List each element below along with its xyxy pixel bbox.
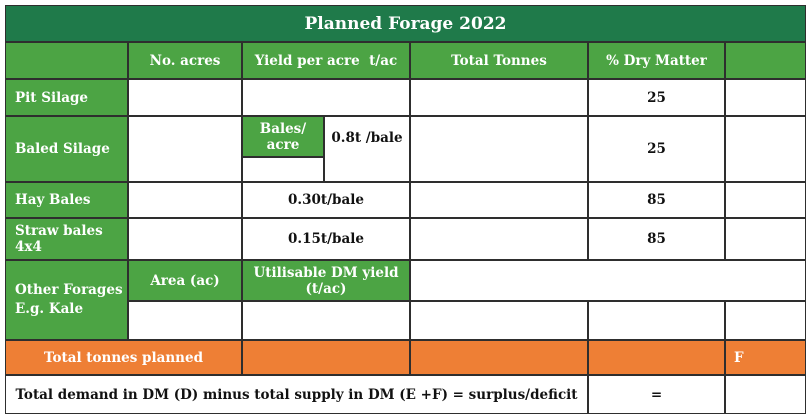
header-yield-per-acre: Yield per acre t/ac	[242, 42, 410, 79]
surplus-deficit-result-cell[interactable]	[725, 375, 806, 414]
other-forages-area-input[interactable]	[128, 301, 242, 340]
total-tonnes-cell[interactable]	[410, 340, 588, 375]
pit-silage-yield-cell[interactable]	[242, 79, 410, 116]
other-forages-blank-cell	[410, 260, 806, 301]
total-yield-cell	[242, 340, 410, 375]
other-forages-extra-cell[interactable]	[725, 301, 806, 340]
baled-silage-tonnes-cell[interactable]	[410, 116, 588, 182]
row-label-baled-silage: Baled Silage	[5, 116, 128, 182]
row-label-pit-silage: Pit Silage	[5, 79, 128, 116]
straw-bales-dry-matter: 85	[588, 218, 725, 260]
header-total-tonnes: Total Tonnes	[410, 42, 588, 79]
header-empty-cell	[725, 42, 806, 79]
header-corner-cell	[5, 42, 128, 79]
other-forages-dm-yield-input[interactable]	[242, 301, 410, 340]
pit-silage-extra-cell[interactable]	[725, 79, 806, 116]
total-dry-matter-cell	[588, 340, 725, 375]
row-label-other-forages: Other Forages E.g. Kale	[5, 260, 128, 340]
other-forages-tonnes-cell[interactable]	[410, 301, 588, 340]
pit-silage-tonnes-cell[interactable]	[410, 79, 588, 116]
straw-bales-extra-cell[interactable]	[725, 218, 806, 260]
baled-silage-dry-matter: 25	[588, 116, 725, 182]
hay-bales-yield: 0.30t/bale	[242, 182, 410, 218]
other-forages-dm-yield-label: Utilisable DM yield (t/ac)	[242, 260, 410, 301]
total-tonnes-planned-label: Total tonnes planned	[5, 340, 242, 375]
hay-bales-dry-matter: 85	[588, 182, 725, 218]
header-dry-matter: % Dry Matter	[588, 42, 725, 79]
table-title: Planned Forage 2022	[5, 5, 806, 42]
hay-bales-extra-cell[interactable]	[725, 182, 806, 218]
baled-silage-extra-cell[interactable]	[725, 116, 806, 182]
bales-per-acre-input[interactable]	[242, 157, 324, 182]
surplus-equals-sign: =	[588, 375, 725, 414]
row-label-straw-bales: Straw bales 4x4	[5, 218, 128, 260]
other-forages-area-label: Area (ac)	[128, 260, 242, 301]
hay-bales-acres-cell[interactable]	[128, 182, 242, 218]
straw-bales-yield: 0.15t/bale	[242, 218, 410, 260]
baled-silage-acres-cell[interactable]	[128, 116, 242, 182]
bales-per-acre-label: Bales/ acre	[242, 116, 324, 157]
straw-bales-tonnes-cell[interactable]	[410, 218, 588, 260]
straw-bales-acres-cell[interactable]	[128, 218, 242, 260]
other-forages-dry-matter-cell[interactable]	[588, 301, 725, 340]
row-label-hay-bales: Hay Bales	[5, 182, 128, 218]
baled-silage-yield: 0.8t /bale	[324, 116, 410, 182]
total-f-marker: F	[725, 340, 806, 375]
hay-bales-tonnes-cell[interactable]	[410, 182, 588, 218]
pit-silage-dry-matter: 25	[588, 79, 725, 116]
header-no-acres: No. acres	[128, 42, 242, 79]
surplus-deficit-label: Total demand in DM (D) minus total suppl…	[5, 375, 588, 414]
pit-silage-acres-cell[interactable]	[128, 79, 242, 116]
